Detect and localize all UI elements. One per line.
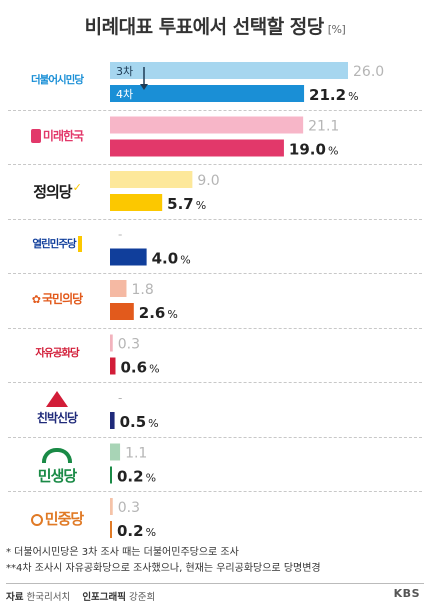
row-divider xyxy=(8,382,422,383)
percent-sign: % xyxy=(328,145,338,158)
page-title: 비례대표 투표에서 선택할 정당 [%] xyxy=(0,12,430,39)
credits: 자료 한국리서치 인포그래픽 강준희 xyxy=(6,589,424,603)
party-name: 정의당 xyxy=(33,183,72,201)
percent-sign: % xyxy=(149,363,159,376)
value-label-4th-survey: 0.5 xyxy=(120,413,147,431)
value-label-4th-survey: 0.6 xyxy=(120,359,147,377)
value-label-3rd-survey: 21.1 xyxy=(308,119,339,135)
value-label-4th-survey: 19.0 xyxy=(289,141,326,159)
bar-4th-survey xyxy=(110,303,134,320)
people-party-icon: ✿ xyxy=(31,293,41,306)
graphic-label: 인포그래픽 xyxy=(82,592,127,603)
bar-3rd-survey xyxy=(110,443,121,461)
justice-check-icon: ✓ xyxy=(72,181,82,194)
party-logo: 민중당 xyxy=(22,508,92,529)
footnotes: * 더불어시민당은 3차 조사 때는 더불어민주당으로 조사 **4차 조사시 … xyxy=(6,545,426,577)
chinpak-triangle-icon xyxy=(46,391,68,407)
value-label-3rd-survey: 0.3 xyxy=(118,337,140,353)
minsaeng-arc-icon xyxy=(42,447,72,463)
source-name: 한국리서치 xyxy=(26,592,71,603)
open-party-bar-icon xyxy=(77,235,82,252)
row-divider xyxy=(8,109,422,111)
party-name: 미래한국 xyxy=(42,128,84,143)
party-logo: 더불어시민당 xyxy=(22,72,92,87)
bar-4th-survey xyxy=(110,521,112,538)
party-name: 열린민주당 xyxy=(32,237,76,250)
row-divider xyxy=(8,273,422,274)
percent-sign: % xyxy=(348,90,358,103)
bottom-divider xyxy=(6,583,424,584)
value-label-4th-survey: 0.2 xyxy=(117,522,144,540)
bar-3rd-survey xyxy=(110,280,127,297)
bar-4th-survey xyxy=(110,194,163,211)
party-logo: 친박신당 xyxy=(22,391,92,426)
percent-sign: % xyxy=(167,308,177,321)
party-logo: 열린민주당 xyxy=(22,235,92,252)
value-label-4th-survey: 4.0 xyxy=(152,250,179,268)
party-name: 친박신당 xyxy=(36,411,78,425)
title-text: 비례대표 투표에서 선택할 정당 xyxy=(84,16,325,38)
party-name: 국민의당 xyxy=(42,292,83,306)
value-label-4th-survey: 5.7 xyxy=(167,195,194,213)
footnote-2: **4차 조사시 자유공화당으로 조사했으나, 현재는 우리공화당으로 당명변경 xyxy=(6,563,321,574)
party-name: 더불어시민당 xyxy=(31,74,84,86)
percent-sign: % xyxy=(146,526,156,539)
party-name: 민중당 xyxy=(44,510,84,528)
value-label-3rd-survey: - xyxy=(118,391,122,405)
party-logo: ✿ 국민의당 xyxy=(22,290,92,307)
bar-3rd-survey xyxy=(110,116,304,134)
value-label-3rd-survey: 0.3 xyxy=(118,500,140,516)
party-logo: 자유공화당 xyxy=(22,345,92,360)
percent-sign: % xyxy=(148,417,158,430)
row-divider xyxy=(8,218,422,220)
value-label-3rd-survey: 26.0 xyxy=(353,64,384,80)
party-logo: 미래한국 xyxy=(22,127,92,144)
series-tag-4th: 4차 xyxy=(116,88,133,101)
value-label-4th-survey: 2.6 xyxy=(139,304,166,322)
bar-3rd-survey xyxy=(110,171,193,188)
unit-label: [%] xyxy=(327,23,346,36)
bar-4th-survey xyxy=(110,139,284,157)
row-divider xyxy=(8,491,422,492)
kbs-logo: KBS xyxy=(393,587,420,600)
value-label-4th-survey: 0.2 xyxy=(117,468,144,486)
bar-4th-survey xyxy=(110,357,116,375)
percent-sign: % xyxy=(146,472,156,485)
value-label-4th-survey: 21.2 xyxy=(309,86,346,104)
footnote-1: * 더불어시민당은 3차 조사 때는 더불어민주당으로 조사 xyxy=(6,547,239,558)
value-label-3rd-survey: - xyxy=(118,228,122,242)
minjung-mark-icon xyxy=(30,513,43,526)
source-label: 자료 xyxy=(6,592,24,603)
bar-4th-survey xyxy=(110,85,305,102)
row-divider xyxy=(8,164,422,165)
value-label-3rd-survey: 1.8 xyxy=(131,282,153,298)
bar-4th-survey xyxy=(110,248,147,266)
bar-3rd-survey xyxy=(110,62,348,79)
value-label-3rd-survey: 1.1 xyxy=(125,446,147,462)
party-name: 민생당 xyxy=(37,466,77,485)
party-logo: 정의당✓ xyxy=(22,181,92,202)
row-divider xyxy=(8,327,422,329)
mirae-mark-icon xyxy=(30,129,41,143)
graphic-author: 강준희 xyxy=(129,592,156,603)
bar-4th-survey xyxy=(110,466,112,484)
percent-sign: % xyxy=(196,199,206,212)
bar-4th-survey xyxy=(110,412,115,429)
party-logo: 민생당 xyxy=(22,447,92,486)
party-name: 자유공화당 xyxy=(35,346,79,359)
row-divider xyxy=(8,436,422,438)
bar-3rd-survey xyxy=(110,334,113,352)
percent-sign: % xyxy=(180,254,190,267)
down-arrow-head-icon xyxy=(140,84,148,90)
value-label-3rd-survey: 9.0 xyxy=(197,173,219,189)
series-tag-3rd: 3차 xyxy=(116,65,133,78)
bar-3rd-survey xyxy=(110,498,113,515)
